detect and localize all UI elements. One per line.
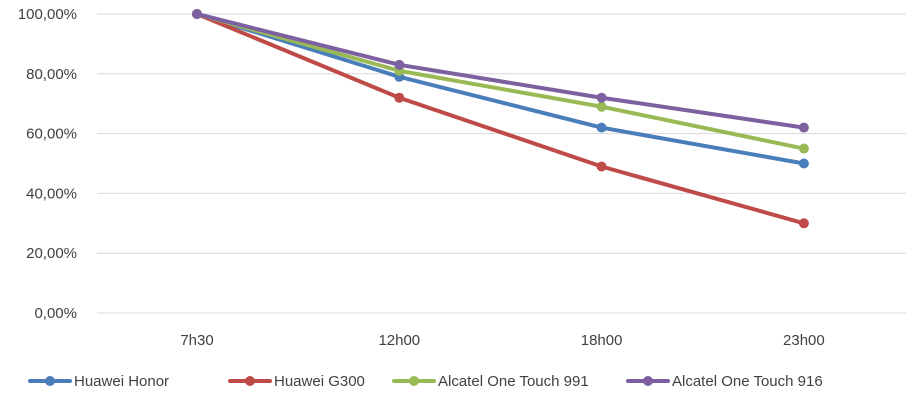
x-tick-label: 18h00 <box>581 332 623 349</box>
data-point <box>596 161 607 172</box>
y-tick-label: 40,00% <box>26 185 77 202</box>
x-axis: 7h30 12h00 18h00 23h00 <box>180 332 824 349</box>
legend-swatch-marker <box>245 376 255 386</box>
legend-label: Alcatel One Touch 916 <box>672 373 823 390</box>
data-point <box>798 143 809 154</box>
data-point <box>596 101 607 112</box>
series-lines <box>192 9 809 229</box>
legend-label: Huawei Honor <box>74 373 169 390</box>
legend-label: Huawei G300 <box>274 373 365 390</box>
y-tick-label: 20,00% <box>26 245 77 262</box>
y-tick-label: 0,00% <box>34 305 77 322</box>
x-tick-label: 7h30 <box>180 332 213 349</box>
y-tick-label: 60,00% <box>26 126 77 143</box>
y-axis: 0,00% 20,00% 40,00% 60,00% 80,00% 100,00% <box>18 6 77 322</box>
data-point <box>394 92 405 103</box>
x-tick-label: 12h00 <box>378 332 420 349</box>
y-tick-label: 80,00% <box>26 66 77 83</box>
data-point <box>798 122 809 133</box>
series-line <box>195 12 806 151</box>
data-point <box>394 59 405 70</box>
x-tick-label: 23h00 <box>783 332 825 349</box>
legend-swatch-marker <box>643 376 653 386</box>
legend-swatch-marker <box>45 376 55 386</box>
legend-item: Huawei G300 <box>228 373 365 390</box>
series-1 <box>192 9 809 169</box>
series-4 <box>192 9 809 133</box>
data-point <box>596 92 607 103</box>
legend-item: Huawei Honor <box>28 373 169 390</box>
data-point <box>798 158 809 169</box>
y-tick-label: 100,00% <box>18 6 77 23</box>
series-line <box>195 12 806 130</box>
legend-item: Alcatel One Touch 991 <box>392 373 589 390</box>
series-line <box>195 12 806 166</box>
data-point <box>798 218 809 229</box>
legend-item: Alcatel One Touch 916 <box>626 373 823 390</box>
data-point <box>192 9 202 19</box>
gridlines <box>97 13 906 314</box>
legend-swatch-marker <box>409 376 419 386</box>
data-point <box>596 122 607 133</box>
series-line <box>195 12 806 226</box>
legend: Huawei Honor Huawei G300 Alcatel One Touch… <box>28 373 823 390</box>
legend-label: Alcatel One Touch 991 <box>438 373 589 390</box>
